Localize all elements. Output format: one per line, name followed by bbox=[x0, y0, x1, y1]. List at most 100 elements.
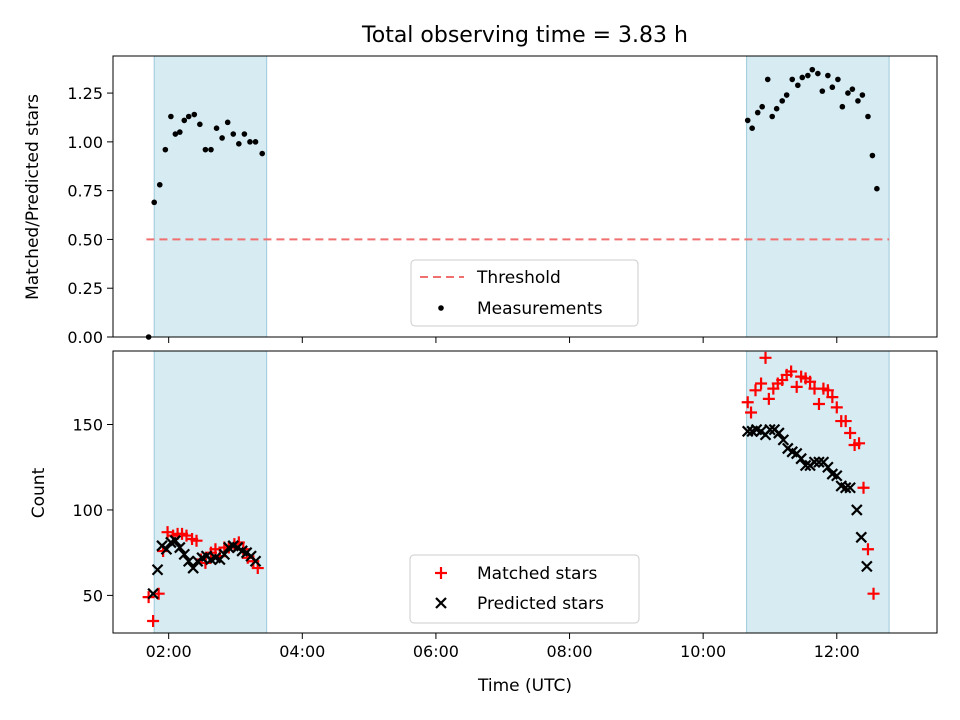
predicted-star-point bbox=[844, 481, 856, 494]
matched-star-point bbox=[152, 587, 165, 600]
measurement-point bbox=[213, 125, 220, 132]
x-tick-label: 10:00 bbox=[680, 642, 726, 661]
legend-predicted-swatch bbox=[435, 597, 447, 609]
measurement-point bbox=[191, 111, 198, 118]
measurement-point bbox=[859, 92, 866, 98]
legend-matched-label: Matched stars bbox=[477, 564, 597, 584]
predicted-star-point bbox=[151, 563, 164, 576]
bottom-y-axis: 50 100 150 bbox=[72, 415, 113, 605]
matched-star-point bbox=[853, 437, 866, 450]
top-x-axis bbox=[168, 337, 838, 343]
y-tick-label: 150 bbox=[72, 415, 103, 434]
top-legend: Threshold Measurements bbox=[410, 259, 639, 327]
observing-window bbox=[153, 55, 268, 338]
x-tick-label: 06:00 bbox=[413, 642, 459, 661]
bottom-legend: Matched stars Predicted stars bbox=[409, 554, 640, 624]
predicted-star-point bbox=[160, 543, 173, 556]
matched-star-point bbox=[749, 384, 762, 397]
matched-star-point bbox=[785, 365, 798, 378]
y-tick-label: 50 bbox=[83, 586, 103, 605]
predicted-star-point bbox=[187, 562, 199, 574]
y-tick-label: 0.00 bbox=[67, 328, 103, 347]
predicted-star-point bbox=[799, 459, 812, 472]
measurement-point bbox=[202, 146, 209, 153]
measurement-point bbox=[829, 84, 836, 91]
y-tick-label: 1.25 bbox=[67, 84, 103, 103]
predicted-star-point bbox=[773, 427, 785, 439]
matched-star-point bbox=[812, 397, 825, 410]
matched-star-point bbox=[804, 375, 817, 388]
measurement-point bbox=[764, 76, 771, 83]
chart-title: Total observing time = 3.83 h bbox=[361, 23, 688, 48]
predicted-star-point bbox=[169, 534, 182, 547]
matched-star-point bbox=[759, 351, 772, 364]
predicted-star-point bbox=[147, 587, 159, 600]
top-y-axis-label: Matched/Predicted stars bbox=[23, 94, 43, 300]
matched-star-point bbox=[830, 401, 843, 414]
matched-star-point bbox=[844, 427, 857, 440]
predicted-star-point bbox=[182, 555, 195, 567]
measurement-point bbox=[247, 139, 253, 145]
measurement-point bbox=[845, 90, 851, 96]
predicted-stars-points bbox=[147, 423, 873, 600]
measurement-point bbox=[156, 181, 163, 188]
top-y-axis: 0.00 0.25 0.50 0.75 1.00 1.25 bbox=[67, 84, 113, 347]
matched-star-point bbox=[857, 481, 870, 494]
predicted-star-point bbox=[839, 481, 852, 494]
measurement-point bbox=[773, 105, 780, 112]
measurement-point bbox=[839, 103, 846, 110]
x-tick-label: 08:00 bbox=[546, 642, 592, 661]
measurement-point bbox=[825, 72, 831, 79]
measurement-point bbox=[219, 135, 225, 141]
bottom-x-axis: 02:00 04:00 06:00 08:00 10:00 12:00 bbox=[146, 633, 860, 661]
predicted-star-point bbox=[178, 548, 191, 561]
x-axis-label: Time (UTC) bbox=[477, 676, 572, 696]
matched-star-point bbox=[790, 380, 803, 393]
legend-threshold-label: Threshold bbox=[476, 268, 561, 288]
matched-star-point bbox=[821, 384, 834, 397]
legend-matched-swatch bbox=[435, 567, 447, 579]
measurement-point bbox=[865, 113, 871, 120]
x-tick-label: 04:00 bbox=[279, 642, 325, 661]
matched-star-point bbox=[209, 543, 222, 556]
matched-star-point bbox=[762, 392, 775, 405]
measurement-point bbox=[197, 121, 203, 128]
measurement-point bbox=[208, 146, 214, 153]
predicted-star-point bbox=[851, 504, 863, 516]
x-tick-label: 12:00 bbox=[814, 642, 860, 661]
measurement-point bbox=[869, 152, 876, 159]
measurement-point bbox=[819, 88, 826, 94]
measurement-point bbox=[783, 92, 790, 98]
top-axes-frame bbox=[112, 55, 938, 338]
measurement-point bbox=[259, 150, 266, 157]
legend-predicted-label: Predicted stars bbox=[477, 594, 604, 614]
measurement-point bbox=[809, 66, 816, 73]
y-tick-label: 0.75 bbox=[67, 182, 103, 201]
predicted-star-point bbox=[831, 469, 843, 482]
observing-windows-top bbox=[153, 55, 890, 338]
measurement-point bbox=[799, 74, 806, 81]
predicted-star-point bbox=[741, 425, 754, 438]
x-tick-label: 02:00 bbox=[146, 642, 192, 661]
bottom-axes-frame bbox=[112, 350, 938, 634]
ratio-plot: 0.00 0.25 0.50 0.75 1.00 1.25 Matched/Predict… bbox=[23, 55, 938, 347]
measurement-point bbox=[224, 119, 231, 126]
measurement-point bbox=[769, 113, 775, 120]
predicted-star-point bbox=[777, 434, 790, 446]
matched-star-point bbox=[199, 556, 212, 569]
predicted-star-point bbox=[249, 555, 262, 567]
y-tick-label: 100 bbox=[72, 501, 103, 520]
observing-window bbox=[153, 350, 268, 634]
measurement-point bbox=[185, 113, 192, 120]
predicted-star-point bbox=[822, 461, 834, 473]
measurement-point bbox=[835, 76, 841, 83]
matched-star-point bbox=[741, 396, 754, 409]
predicted-star-point bbox=[764, 423, 776, 436]
measurement-point bbox=[162, 146, 169, 153]
measurement-point bbox=[749, 125, 755, 132]
measurement-point bbox=[168, 113, 174, 120]
measurement-point bbox=[789, 76, 796, 83]
y-tick-label: 1.00 bbox=[67, 133, 103, 152]
